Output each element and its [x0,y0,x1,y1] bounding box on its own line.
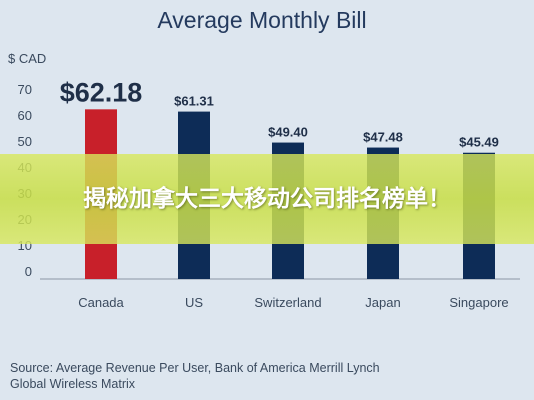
value-labels-group: $62.18 $61.31 $49.40 $47.48 $45.49 [60,77,499,149]
x-tick-label-switzerland: Switzerland [254,295,321,310]
banner-text: 揭秘加拿大三大移动公司排名榜单！ [83,186,451,212]
value-label-singapore: $45.49 [459,135,499,150]
x-tick-label-us: US [185,295,203,310]
y-tick-label-50: 50 [18,134,32,149]
y-axis-label: $ CAD [8,51,46,66]
y-tick-label-0: 0 [25,264,32,279]
x-axis-tick-labels: Canada US Switzerland Japan Singapore [78,295,508,310]
overlay-banner: 揭秘加拿大三大移动公司排名榜单！ [0,154,534,244]
value-label-canada: $62.18 [60,77,143,107]
value-label-us: $61.31 [174,94,214,109]
source-note: Source: Average Revenue Per User, Bank o… [10,361,383,391]
x-tick-label-canada: Canada [78,295,124,310]
y-tick-label-60: 60 [18,108,32,123]
x-tick-label-singapore: Singapore [449,295,508,310]
x-tick-label-japan: Japan [365,295,400,310]
value-label-japan: $47.48 [363,130,403,145]
value-label-switzerland: $49.40 [268,125,308,140]
chart-title: Average Monthly Bill [157,7,366,33]
y-tick-label-70: 70 [18,82,32,97]
